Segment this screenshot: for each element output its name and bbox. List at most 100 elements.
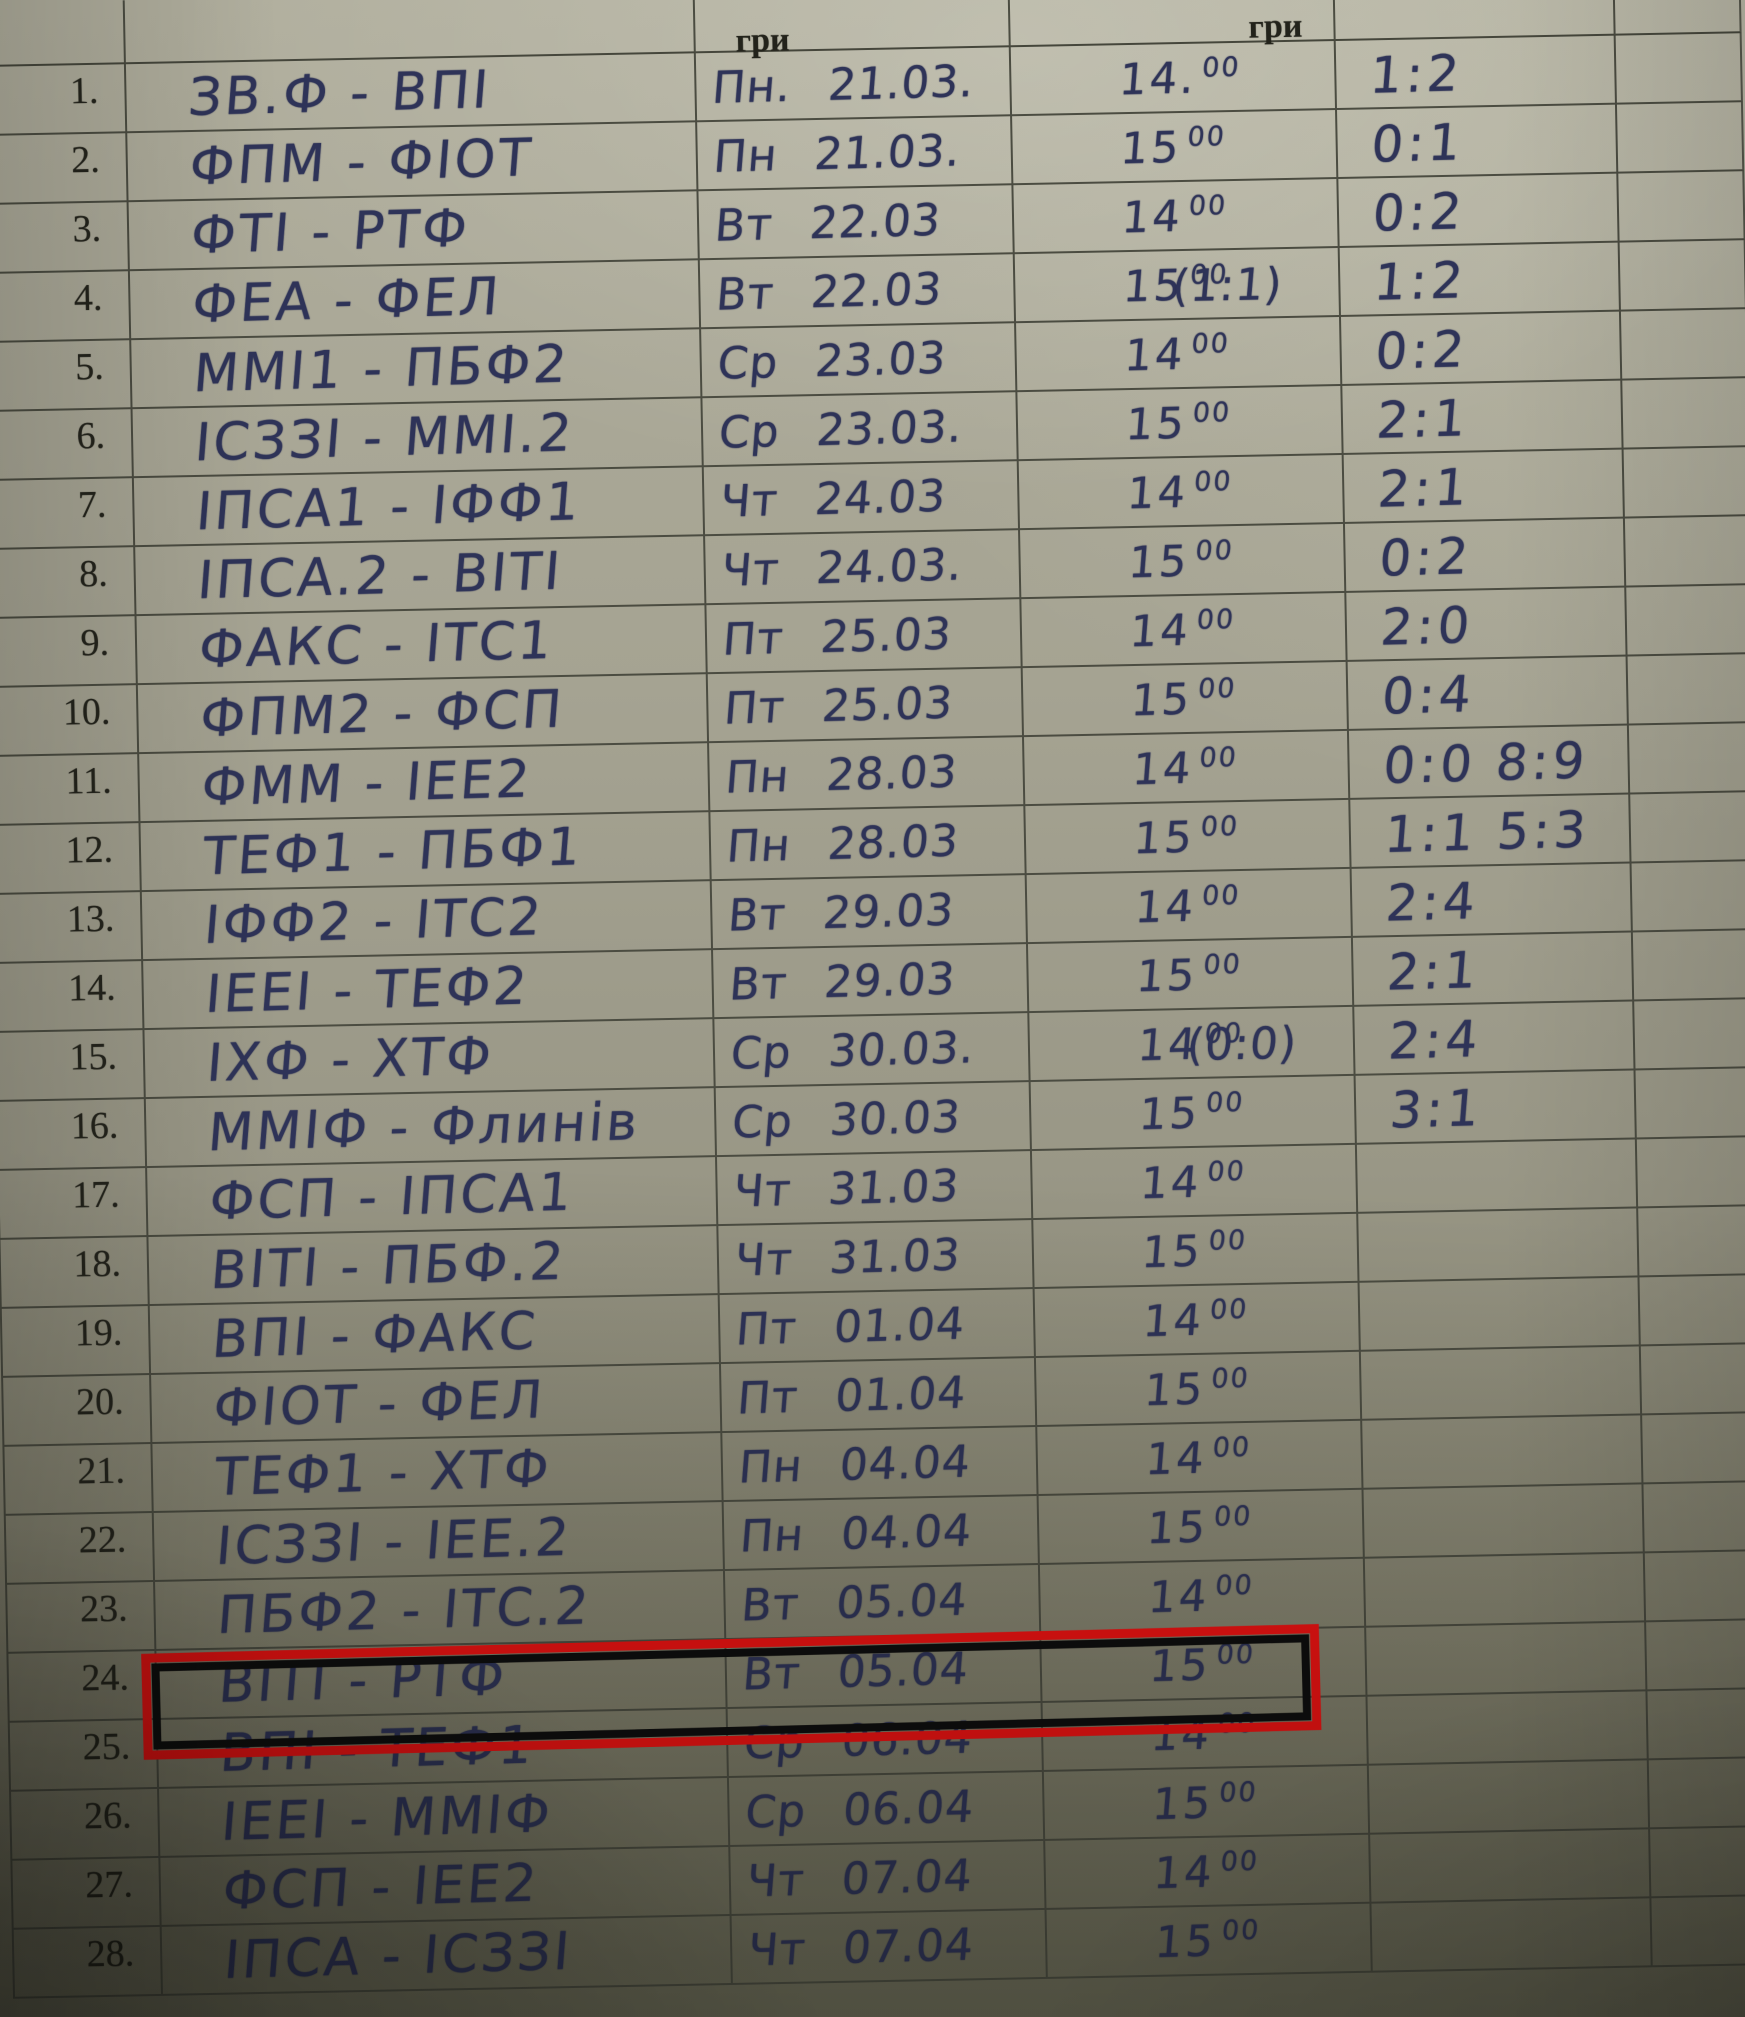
teams-cell: ФТІ - РТФ — [128, 191, 700, 272]
margin-cell — [1648, 1757, 1745, 1830]
score-cell: 2:1 — [1342, 380, 1624, 455]
teams-cell: ФПМ - ФІОТ — [127, 122, 699, 203]
teams-text: ФАКС - ІТС1 — [196, 610, 557, 681]
time-minutes-superscript: 00 — [1201, 51, 1243, 84]
score-cell — [1368, 1760, 1651, 1835]
teams-text: ФСП - ІЕЕ2 — [220, 1853, 542, 1922]
time-cell: 1500 — [1027, 937, 1355, 1014]
date-cell: Ср 23.03 — [701, 323, 1018, 399]
row-number: 7. — [77, 483, 107, 527]
row-number-cell: 17. — [0, 1168, 149, 1240]
row-number: 8. — [78, 552, 109, 596]
time-cell: 1400 — [1024, 730, 1351, 807]
time-cell: 1400 — [1021, 592, 1348, 669]
row-number: 10. — [62, 690, 111, 734]
row-number-cell: 10. — [0, 685, 140, 757]
date-cell: Ср 23.03. — [702, 392, 1019, 468]
score-cell — [1362, 1415, 1644, 1490]
margin-cell — [1631, 861, 1745, 933]
day-date-text: Вт 22.03 — [714, 263, 945, 321]
header-score-cell — [1334, 0, 1616, 42]
margin-cell — [1638, 1206, 1745, 1278]
row24-highlight-black-box — [151, 1634, 1312, 1750]
score-cell: 0:1 — [1337, 104, 1619, 179]
time-minutes-superscript: 00 — [1213, 1569, 1255, 1602]
row-number-cell: 25. — [7, 1719, 160, 1792]
score-cell — [1370, 1829, 1652, 1904]
time-text: 14. — [1117, 53, 1199, 106]
teams-text: ТЕФ1 - ПБФ1 — [200, 817, 586, 888]
row-number: 20. — [75, 1380, 124, 1424]
teams-text: ІФФ2 - ІТС2 — [201, 887, 547, 957]
teams-cell: ІСЗЗІ - ІЕЕ.2 — [153, 1502, 725, 1582]
date-cell: Пн. 21.03. — [695, 47, 1013, 123]
day-date-text: Пт 01.04 — [734, 1298, 968, 1356]
row-number-cell: 9. — [0, 616, 138, 689]
margin-cell — [1644, 1550, 1745, 1623]
time-minutes-superscript: 00 — [1205, 1155, 1247, 1188]
row-number-cell: 24. — [6, 1650, 158, 1723]
time-cell: 1400 — [1037, 1420, 1364, 1496]
margin-cell — [1619, 240, 1745, 312]
margin-cell — [1623, 447, 1745, 519]
margin-cell — [1650, 1826, 1745, 1899]
margin-cell — [1639, 1274, 1745, 1347]
row-number: 27. — [84, 1863, 134, 1907]
score-cell: (0:0) 2:4 — [1185, 1001, 1636, 1076]
date-cell: Чт 24.03. — [705, 530, 1022, 606]
row-number: 25. — [82, 1725, 131, 1769]
time-minutes-superscript: 00 — [1201, 948, 1243, 981]
teams-cell: ПБФ2 - ІТС.2 — [155, 1571, 727, 1651]
time-cell: 1500 — [1043, 1765, 1371, 1841]
margin-cell — [1616, 102, 1745, 174]
teams-text: ПБФ2 - ІТС.2 — [215, 1576, 594, 1647]
margin-cell — [1630, 792, 1745, 864]
score-cell: 3:1 — [1355, 1070, 1637, 1145]
row-number-cell: 27. — [10, 1857, 162, 1930]
day-date-text: Чт 24.03. — [719, 539, 965, 597]
teams-cell: ФСП - ІЕЕ2 — [160, 1846, 732, 1927]
teams-cell: ВІТІ - ПБФ.2 — [148, 1226, 720, 1307]
score-cell — [1356, 1139, 1639, 1214]
margin-cell — [1626, 585, 1745, 657]
teams-text: ММІФ - Флинів — [205, 1092, 643, 1164]
margin-cell — [1646, 1619, 1745, 1692]
row-number: 12. — [65, 828, 114, 872]
row-number: 2. — [70, 138, 101, 182]
score-cell: 1:1 5:3 — [1350, 794, 1632, 869]
time-text: 15 — [1139, 1226, 1205, 1279]
time-cell: 1500 — [1046, 1903, 1373, 1979]
teams-text: ФТІ - РТФ — [188, 198, 473, 267]
margin-cell — [1651, 1895, 1745, 1968]
time-text: 14 — [1133, 881, 1199, 934]
time-cell: 1500 — [1035, 1351, 1363, 1428]
teams-text: ІЕЕІ - ТЕФ2 — [203, 956, 532, 1026]
teams-text: ФПМ2 - ФСП — [198, 679, 567, 750]
date-cell: Пт 25.03 — [707, 668, 1025, 744]
date-cell: Пн 28.03 — [710, 806, 1027, 882]
day-date-text: Ср 23.03 — [715, 332, 949, 390]
score-cell: 2:1 — [1343, 449, 1625, 524]
row-number-cell: 11. — [0, 754, 141, 826]
row-number: 18. — [73, 1242, 122, 1286]
row-number: 21. — [77, 1449, 126, 1493]
score-text: 3:1 — [1387, 1079, 1485, 1140]
time-cell: 1500 — [1030, 1075, 1357, 1152]
score-text: 2:4 — [1386, 1010, 1484, 1071]
score-text: 0:4 — [1379, 665, 1478, 726]
date-cell: Пн 21.03. — [697, 116, 1014, 192]
teams-cell: ФСП - ІПСА1 — [147, 1157, 719, 1238]
date-cell: Чт 31.03 — [717, 1151, 1034, 1227]
row-number: 4. — [73, 276, 103, 320]
day-date-text: Чт 31.03 — [731, 1160, 962, 1218]
teams-text: ІХФ - ХТФ — [204, 1026, 497, 1094]
teams-cell: ВПІ - ФАКС — [149, 1295, 721, 1376]
day-date-text: Ср 30.03. — [728, 1022, 977, 1080]
row-number: 1. — [69, 69, 99, 113]
teams-cell: ФЕА - ФЕЛ — [129, 260, 702, 341]
teams-cell: ФПМ2 - ФСП — [137, 674, 710, 755]
time-cell: 1400 — [1045, 1834, 1372, 1910]
score-text: 2:1 — [1385, 941, 1483, 1002]
margin-cell — [1618, 171, 1745, 243]
day-date-text: Пт 25.03 — [722, 677, 956, 735]
